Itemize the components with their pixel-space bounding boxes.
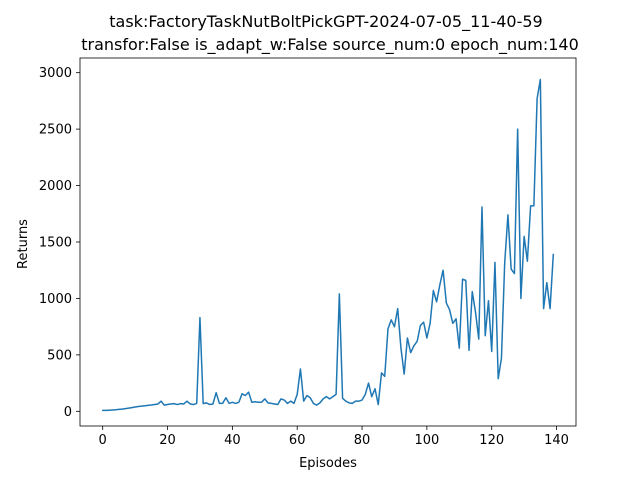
x-axis-label: Episodes <box>299 456 357 471</box>
x-tick-label: 40 <box>224 433 241 448</box>
y-tick-label: 1500 <box>39 236 72 251</box>
y-tick-label: 2000 <box>39 179 72 194</box>
y-tick-label: 1000 <box>39 292 72 307</box>
x-tick-label: 60 <box>289 433 306 448</box>
x-tick-label: 80 <box>354 433 371 448</box>
series-line-0 <box>101 78 555 412</box>
x-tick-label: 0 <box>99 433 107 448</box>
x-tick-label: 20 <box>159 433 176 448</box>
y-tick-label: 3000 <box>39 66 72 81</box>
plot-area: 0 20 40 60 80 100 120 140 0 500 1000 1500 2000 2500 30… <box>39 57 577 448</box>
chart-title-line-1: task:FactoryTaskNutBoltPickGPT-2024-07-0… <box>109 12 542 32</box>
x-tick-label: 140 <box>544 433 569 448</box>
y-tick-label: 500 <box>47 348 72 363</box>
x-tick-label: 120 <box>479 433 504 448</box>
x-tick-label: 100 <box>414 433 439 448</box>
y-tick-label: 2500 <box>39 123 72 138</box>
y-axis-label: Returns <box>16 219 31 269</box>
plot-frame <box>79 57 577 427</box>
y-tick-label: 0 <box>64 405 72 420</box>
chart-title-line-2: transfor:False is_adapt_w:False source_n… <box>81 35 579 55</box>
